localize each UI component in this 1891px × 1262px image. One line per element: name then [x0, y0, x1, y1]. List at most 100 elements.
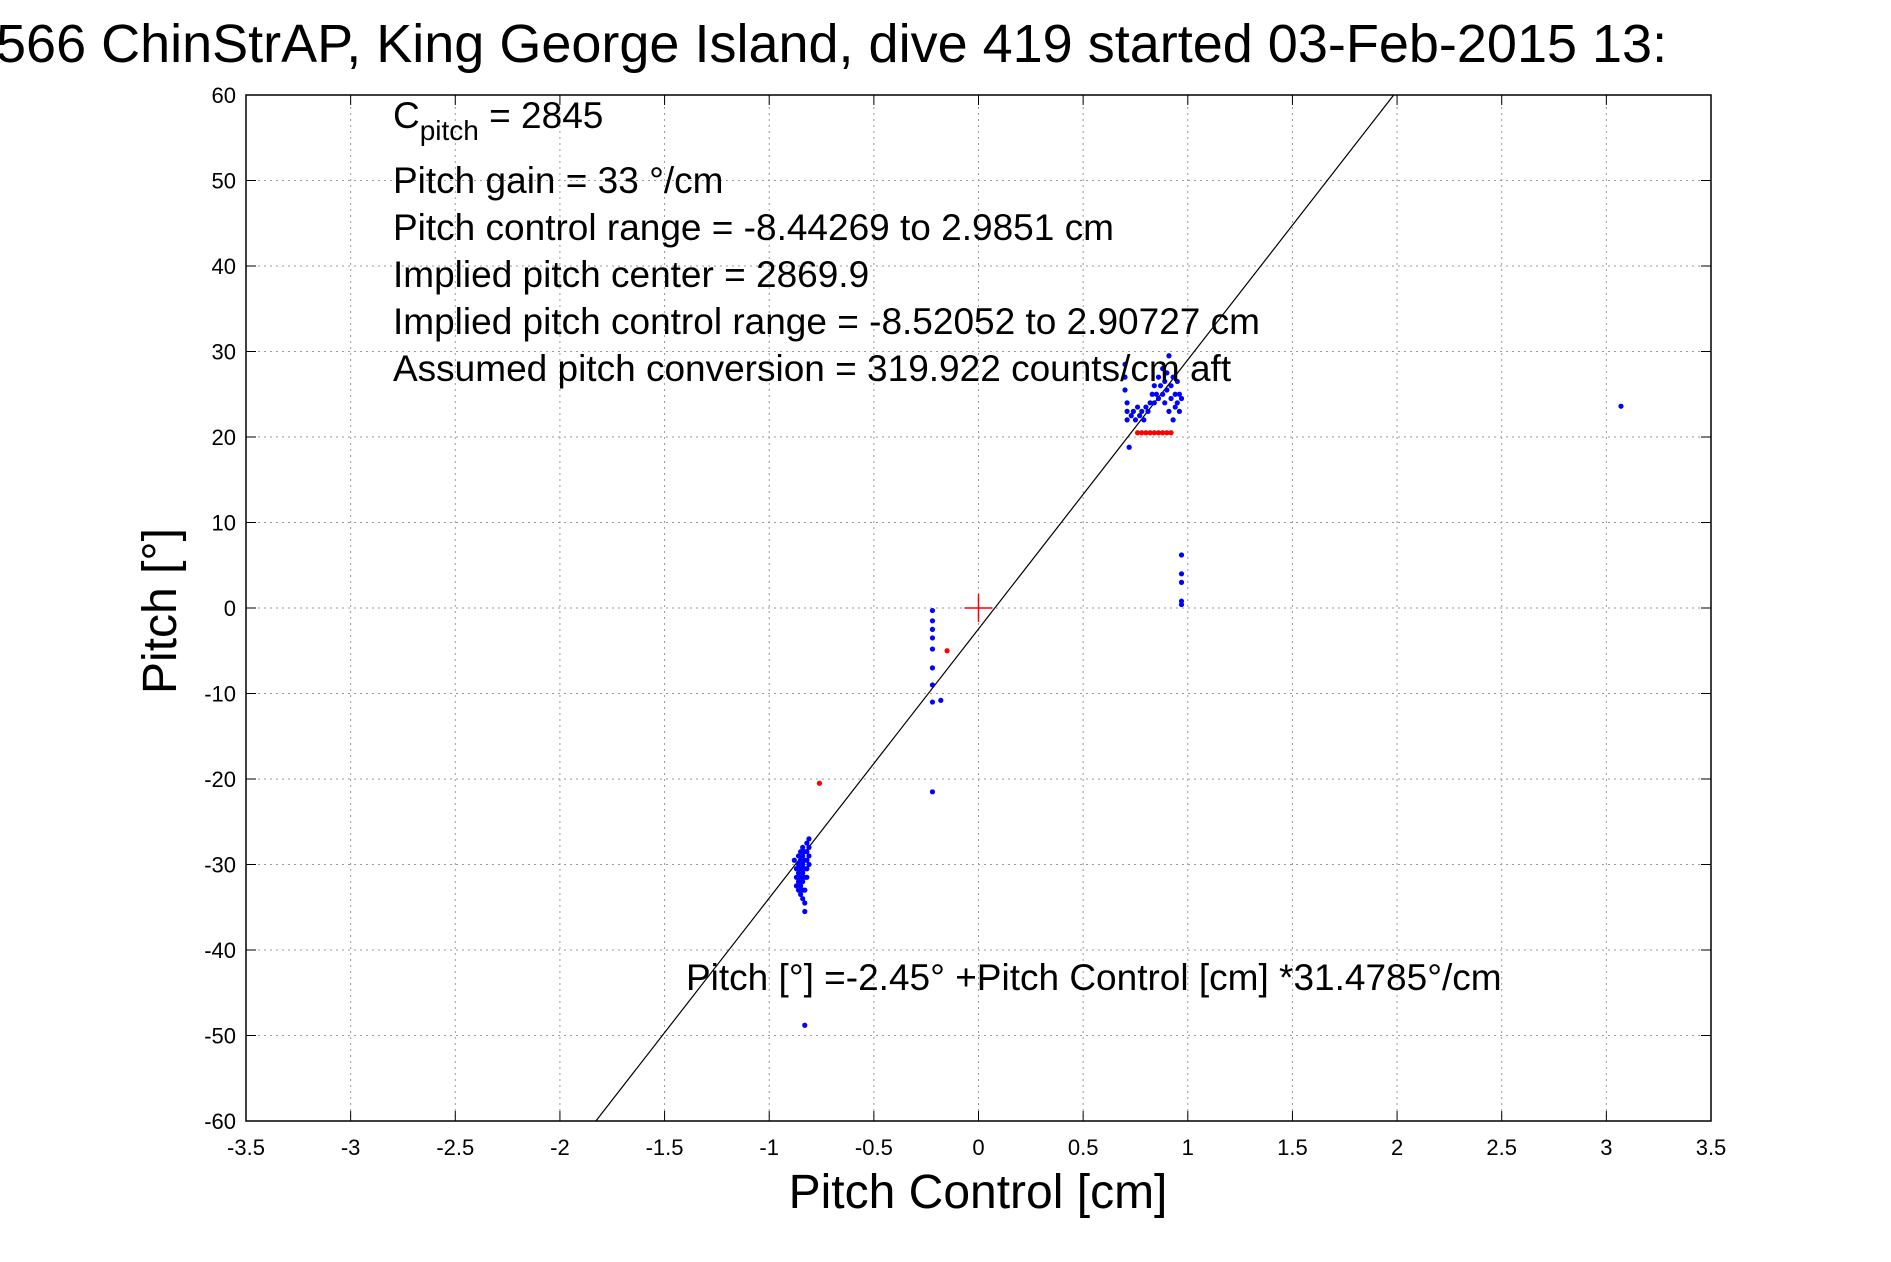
data-point-blue [804, 857, 810, 863]
y-tick-label: -40 [204, 938, 236, 963]
x-tick-label: -0.5 [855, 1135, 893, 1160]
data-point-blue [938, 697, 944, 703]
x-tick-label: 3 [1600, 1135, 1612, 1160]
data-point-blue [793, 866, 800, 872]
x-tick-label: 1 [1182, 1135, 1194, 1160]
c-pitch-symbol: C [393, 95, 420, 136]
data-point-red [1168, 430, 1174, 436]
data-point-blue [795, 870, 802, 876]
x-tick-label: -1.5 [646, 1135, 684, 1160]
data-point-blue [1145, 408, 1151, 414]
x-tick-label: -1 [759, 1135, 779, 1160]
y-tick-label: 0 [224, 596, 236, 621]
data-point-blue [1128, 413, 1134, 419]
control-range-annotation: Pitch control range = -8.44269 to 2.9851… [393, 207, 1114, 248]
data-point-blue [929, 699, 936, 705]
y-tick-label: 30 [212, 340, 236, 365]
data-point-blue [1153, 391, 1159, 397]
data-point-blue [1166, 353, 1172, 359]
data-point-blue [806, 836, 812, 842]
data-point-red [1160, 430, 1166, 436]
data-point-blue [793, 883, 800, 889]
data-point-blue [1124, 417, 1130, 423]
data-point-blue [1155, 374, 1162, 380]
data-point-blue [1139, 408, 1145, 414]
data-point-blue [1176, 391, 1183, 397]
data-point-blue [800, 870, 806, 876]
y-tick-label: 50 [212, 169, 236, 194]
data-point-blue [804, 874, 810, 880]
data-point-blue [1178, 579, 1185, 585]
data-point-blue [802, 887, 808, 893]
data-point-blue [1168, 383, 1174, 389]
data-point-blue [1172, 404, 1178, 410]
data-point-blue [1147, 400, 1153, 406]
data-point-blue [804, 849, 810, 855]
data-point-blue [800, 879, 806, 885]
data-point-blue [1132, 417, 1139, 423]
fit-line [595, 94, 1395, 1122]
data-point-red [1155, 430, 1162, 436]
data-point-blue [1170, 374, 1176, 380]
data-point-blue [929, 789, 936, 795]
data-point-blue [1166, 408, 1172, 414]
data-point-blue [929, 626, 936, 632]
data-point-blue [1126, 444, 1132, 450]
data-point-blue [798, 891, 804, 898]
y-axis-ticks: -60 -50 -40 -30 -20 -10 0 10 20 30 40 50 60 [204, 83, 1711, 1134]
y-tick-label: 60 [212, 83, 236, 108]
x-tick-label: -3 [341, 1135, 361, 1160]
data-point-blue [1164, 370, 1170, 376]
data-point-blue [800, 853, 806, 859]
data-point-blue [793, 874, 800, 880]
data-point-blue [1164, 387, 1170, 393]
data-point-blue [1178, 601, 1185, 608]
implied-center-annotation: Implied pitch center = 2869.9 [393, 254, 869, 295]
implied-range-annotation: Implied pitch control range = -8.52052 t… [393, 301, 1260, 342]
data-point-blue [1124, 400, 1130, 406]
x-axis-label: Pitch Control [cm] [789, 1166, 1168, 1219]
x-tick-label: 2.5 [1486, 1135, 1517, 1160]
y-tick-label: -20 [204, 767, 236, 792]
data-point-blue [1143, 404, 1149, 410]
data-point-blue [795, 861, 802, 868]
x-axis-ticks: -3.5 -3 -2.5 -2 -1.5 -1 -0.5 0 0.5 1 1.5 2 2.5 3 3.5 [227, 95, 1726, 1160]
data-point-blue [802, 1022, 808, 1028]
c-pitch-annotation: Cpitch = 2845 [393, 95, 603, 146]
y-tick-label: -60 [204, 1109, 236, 1134]
data-point-blue [791, 857, 797, 863]
y-tick-label: -30 [204, 853, 236, 878]
data-point-blue [798, 849, 804, 855]
data-point-blue [929, 618, 936, 624]
y-tick-label: 40 [212, 254, 236, 279]
data-point-red [1134, 430, 1141, 436]
data-point-blue [806, 844, 812, 851]
data-point-blue [929, 646, 936, 652]
data-point-blue [1137, 413, 1143, 419]
data-point-blue [798, 866, 804, 872]
data-point-blue [1618, 403, 1624, 409]
data-point-red [1139, 430, 1145, 436]
data-point-blue [800, 844, 806, 851]
data-point-red [944, 648, 950, 654]
x-tick-label: 1.5 [1277, 1135, 1308, 1160]
x-tick-label: -2 [550, 1135, 570, 1160]
data-point-blue [1134, 404, 1141, 410]
data-point-blue [1141, 417, 1147, 423]
data-point-red [816, 780, 823, 786]
data-point-red [1143, 430, 1149, 436]
data-point-blue [802, 900, 808, 906]
data-point-blue [798, 857, 804, 863]
data-point-blue [804, 840, 810, 846]
data-point-blue [929, 665, 936, 671]
data-point-blue [1162, 378, 1168, 385]
data-point-red [1147, 430, 1153, 436]
data-point-red [1151, 430, 1157, 436]
data-point-blue [929, 682, 936, 688]
data-point-blue [1174, 378, 1180, 385]
data-point-blue [1172, 391, 1178, 397]
data-point-blue [802, 908, 808, 915]
x-tick-label: 2 [1391, 1135, 1403, 1160]
x-tick-label: 3.5 [1696, 1135, 1727, 1160]
